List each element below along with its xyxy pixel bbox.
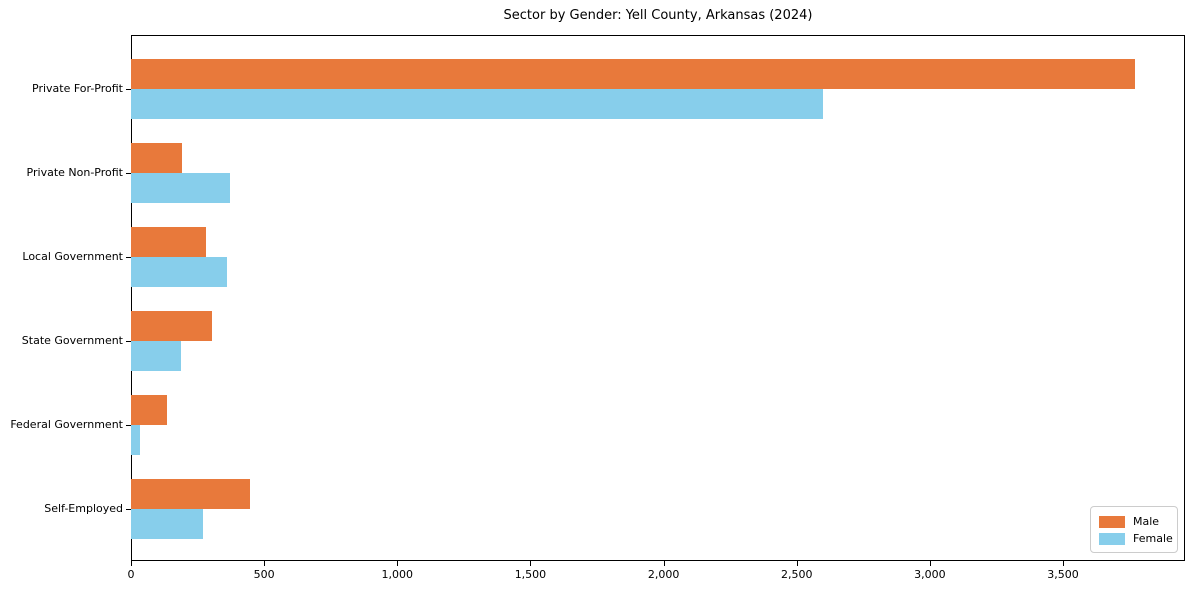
y-tick-federal-government: [126, 425, 131, 426]
y-tick-self-employed: [126, 509, 131, 510]
female-color-swatch: [1099, 532, 1125, 545]
y-tick-private-for-profit: [126, 89, 131, 90]
category-label-self-employed: Self-Employed: [44, 502, 123, 515]
x-tick-label-2500: 2,500: [780, 568, 813, 581]
x-tick-1500: [530, 561, 532, 566]
x-tick-2500: [796, 561, 798, 566]
x-tick-3500: [1063, 561, 1065, 566]
legend-item-male: Male: [1099, 513, 1169, 530]
x-tick-label-2000: 2,000: [647, 568, 680, 581]
legend-item-female: Female: [1099, 530, 1173, 547]
category-label-state-government: State Government: [21, 334, 123, 347]
bar-female-state-government: [131, 341, 181, 371]
bar-male-self-employed: [131, 479, 250, 509]
legend-label-male: Male: [1133, 515, 1160, 528]
x-tick-0: [131, 561, 132, 566]
x-tick-label-1500: 1,500: [514, 568, 547, 581]
plot-area: [131, 35, 1185, 561]
x-tick-1000: [397, 561, 399, 566]
bar-female-private-for-profit: [131, 89, 823, 119]
y-tick-state-government: [126, 341, 131, 342]
x-tick-label-500: 500: [253, 568, 275, 581]
chart-title: Sector by Gender: Yell County, Arkansas …: [503, 8, 813, 23]
legend-label-female: Female: [1133, 532, 1173, 545]
category-label-local-government: Local Government: [22, 250, 123, 263]
x-tick-2000: [663, 561, 665, 566]
x-tick-500: [264, 561, 266, 566]
x-tick-label-3500: 3,500: [1047, 568, 1079, 581]
x-tick-label-3000: 3,000: [914, 568, 946, 581]
y-tick-private-non-profit: [126, 173, 131, 174]
bar-female-self-employed: [131, 509, 203, 539]
bar-male-federal-government: [131, 395, 167, 425]
y-tick-local-government: [126, 257, 131, 258]
x-tick-3000: [929, 561, 931, 566]
bar-male-local-government: [131, 227, 206, 257]
bar-female-private-non-profit: [131, 173, 230, 203]
x-tick-label-1000: 1,000: [381, 568, 414, 581]
category-label-federal-government: Federal Government: [10, 418, 123, 431]
category-label-private-for-profit: Private For-Profit: [32, 82, 123, 95]
bar-male-private-non-profit: [131, 143, 182, 173]
x-tick-label-0: 0: [127, 568, 135, 581]
bar-female-local-government: [131, 257, 227, 287]
bar-female-federal-government: [131, 425, 140, 455]
category-label-private-non-profit: Private Non-Profit: [26, 166, 123, 179]
male-color-swatch: [1099, 515, 1125, 528]
bar-male-state-government: [131, 311, 212, 341]
bar-male-private-for-profit: [131, 59, 1135, 89]
legend: Male Female: [1090, 506, 1178, 553]
